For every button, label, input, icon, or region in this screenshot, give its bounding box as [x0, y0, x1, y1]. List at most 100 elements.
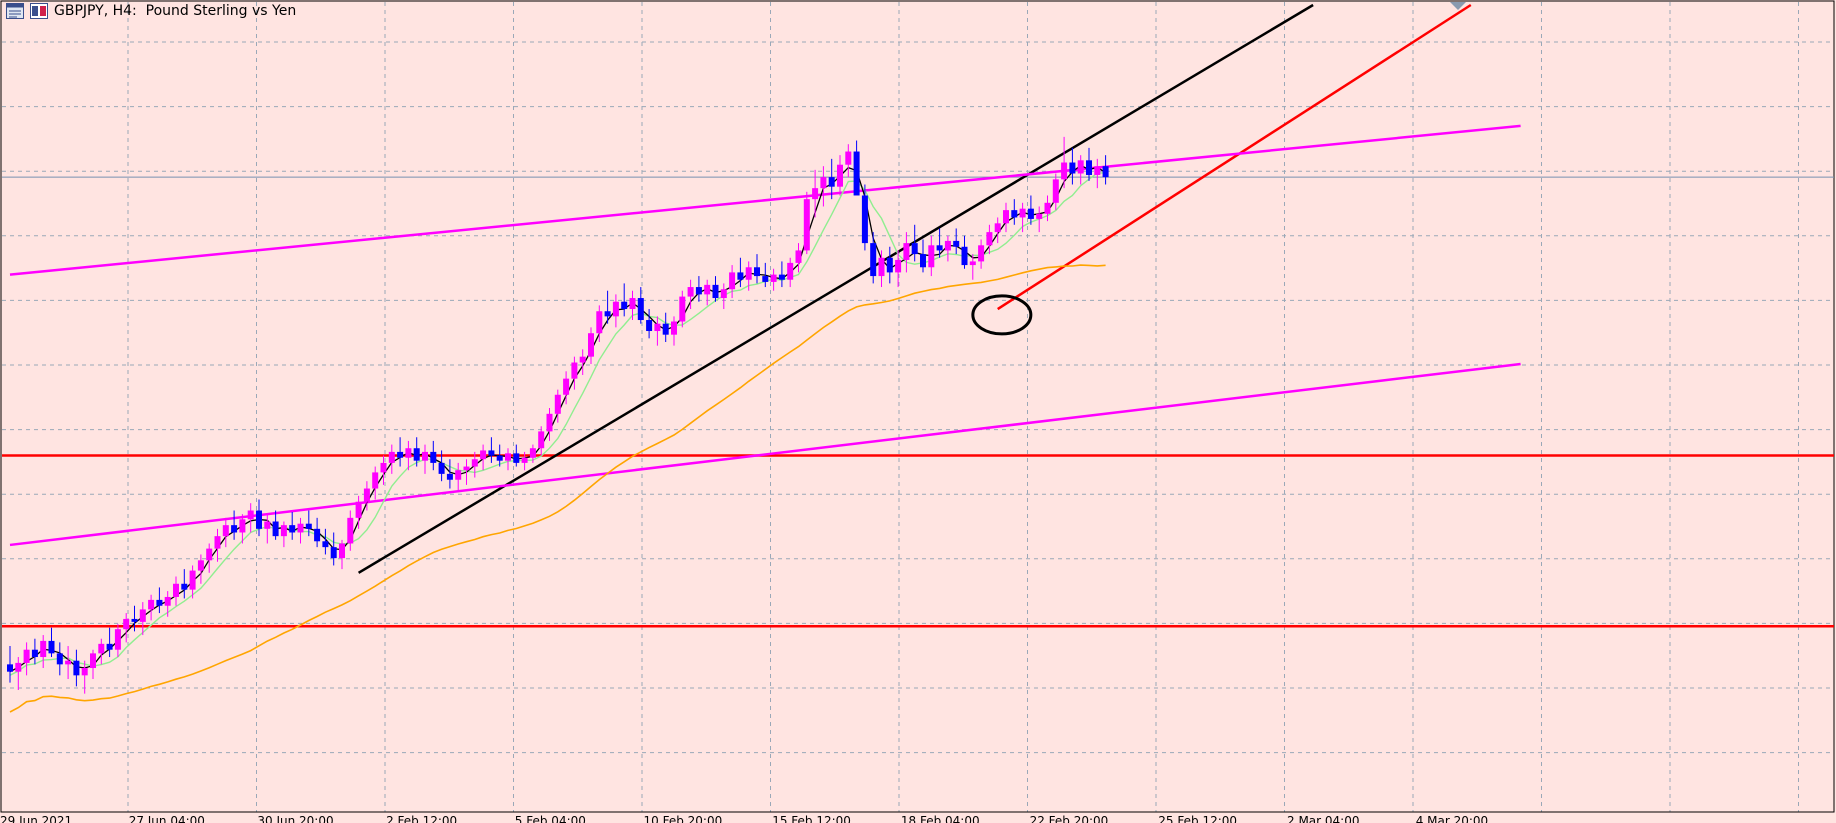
- candle-body: [695, 287, 702, 295]
- candle-body: [712, 284, 719, 299]
- candle-body: [1094, 166, 1101, 175]
- candle-body: [754, 267, 760, 277]
- candle-body: [438, 462, 445, 474]
- candle-body: [604, 311, 611, 317]
- candle-body: [903, 243, 910, 260]
- candle-body: [463, 466, 470, 471]
- x-axis-label: 4 Mar 20:00: [1416, 814, 1489, 823]
- candle-body: [363, 488, 370, 502]
- candle-body: [372, 472, 379, 489]
- candle-body: [388, 451, 395, 463]
- candle-body: [870, 243, 877, 277]
- candle-body: [878, 257, 885, 277]
- candle-body: [920, 254, 926, 268]
- x-axis-label: 2 Feb 12:00: [386, 814, 457, 823]
- candle-body: [538, 431, 545, 449]
- candle-body: [554, 394, 561, 414]
- chart-properties-icon[interactable]: [6, 3, 24, 19]
- candle-body: [455, 470, 462, 480]
- candle-body: [339, 543, 345, 559]
- candle-body: [173, 583, 179, 597]
- candle-body: [529, 448, 536, 458]
- x-axis-label: 25 Feb 12:00: [1158, 814, 1237, 823]
- candle-body: [803, 199, 810, 251]
- candle-body: [347, 517, 354, 544]
- candle-body: [73, 660, 80, 676]
- trendline: [357, 3, 1314, 574]
- candle-body: [654, 323, 661, 332]
- candle-body: [845, 151, 852, 165]
- candle-body: [471, 459, 478, 467]
- candle-body: [40, 640, 47, 658]
- candle-body: [513, 453, 520, 463]
- candle-body: [430, 451, 437, 463]
- x-axis-label: 2 Mar 04:00: [1287, 814, 1360, 823]
- candle-body: [1003, 210, 1009, 224]
- candle-body: [106, 643, 113, 650]
- candle-body: [297, 523, 304, 533]
- candle-body: [787, 262, 794, 280]
- candle-body: [231, 525, 238, 533]
- candle-body: [397, 451, 404, 458]
- candle-body: [181, 583, 188, 590]
- candle-body: [206, 548, 213, 561]
- candle-body: [596, 311, 603, 334]
- candle-body: [737, 272, 744, 280]
- candle-body: [330, 547, 337, 559]
- x-axis-label: 27 Jun 04:00: [129, 814, 205, 823]
- candle-body: [579, 356, 586, 363]
- candle-body: [720, 289, 727, 299]
- candle-body: [928, 245, 935, 268]
- candle-body: [662, 323, 669, 335]
- x-axis-label: 5 Feb 04:00: [515, 814, 586, 823]
- candle-body: [148, 599, 155, 610]
- candle-body: [795, 250, 802, 263]
- candle-body: [272, 521, 279, 537]
- candle-body: [944, 240, 951, 251]
- candle-body: [994, 223, 1001, 233]
- color-palette-icon[interactable]: [30, 3, 48, 19]
- candle-body: [820, 177, 827, 189]
- candle-body: [239, 519, 246, 533]
- candle-body: [1027, 208, 1034, 219]
- trendline: [997, 3, 1472, 311]
- candle-body: [762, 276, 769, 282]
- candle-body: [969, 261, 976, 266]
- candle-body: [31, 649, 38, 658]
- candle-body: [314, 528, 321, 542]
- candle-body: [828, 177, 835, 187]
- candle-body: [413, 448, 420, 461]
- x-axis-label: 15 Feb 12:00: [772, 814, 851, 823]
- candle-body: [986, 232, 993, 246]
- candle-body: [1069, 162, 1076, 174]
- candle-body: [305, 523, 312, 529]
- candle-body: [189, 570, 196, 590]
- candle-body: [953, 240, 960, 247]
- candle-body: [139, 609, 146, 622]
- candle-body: [280, 525, 287, 537]
- candle-body: [114, 629, 121, 650]
- candle-body: [687, 287, 694, 297]
- candle-body: [837, 164, 843, 187]
- x-axis-label: 29 Jun 2021: [0, 814, 72, 823]
- trendline: [9, 124, 1521, 276]
- candle-body: [853, 151, 860, 196]
- candle-body: [1044, 202, 1051, 214]
- candle-body: [23, 649, 30, 663]
- candle-body: [861, 195, 868, 244]
- candle-body: [488, 450, 495, 456]
- candle-body: [978, 245, 985, 262]
- candle-body: [15, 662, 22, 672]
- candle-body: [1086, 160, 1092, 175]
- candle-body: [222, 525, 229, 537]
- candle-body: [7, 664, 13, 672]
- candle-body: [197, 560, 204, 571]
- x-axis-label: 22 Feb 20:00: [1030, 814, 1109, 823]
- annotation-ellipse: [971, 294, 1033, 336]
- candle-body: [961, 246, 968, 266]
- candle-body: [704, 284, 711, 295]
